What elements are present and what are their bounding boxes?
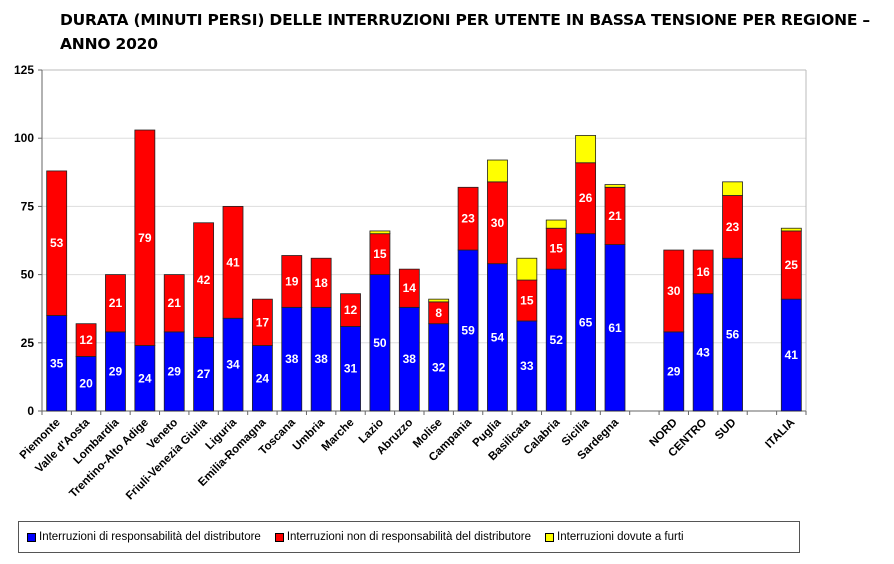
- data-label: 18: [314, 276, 328, 290]
- data-label: 38: [403, 352, 417, 366]
- bar-segment: [134, 129, 156, 346]
- data-label: 21: [608, 209, 622, 223]
- bar-segment: [281, 255, 303, 308]
- legend-label: Interruzioni non di responsabilità del d…: [286, 531, 532, 543]
- y-tick-label: 125: [14, 63, 34, 77]
- data-label: 43: [696, 345, 710, 359]
- legend: Interruzioni di responsabilità del distr…: [18, 521, 800, 553]
- data-label: 56: [726, 328, 740, 342]
- data-label: 27: [197, 367, 211, 381]
- data-label: 30: [491, 216, 505, 230]
- bar-segment: [222, 205, 244, 319]
- data-label: 79: [138, 231, 152, 245]
- data-label: 12: [344, 303, 358, 317]
- data-label: 38: [285, 352, 299, 366]
- data-label: 65: [579, 315, 593, 329]
- bar-segment: [340, 293, 361, 327]
- bar-segment: [575, 135, 597, 164]
- data-label: 23: [726, 220, 740, 234]
- y-tick-label: 75: [21, 199, 35, 213]
- bar-segment: [722, 181, 743, 196]
- data-label: 61: [608, 321, 622, 335]
- legend-label: Interruzioni dovute a furti: [557, 531, 684, 543]
- data-label: 14: [403, 281, 417, 295]
- bar-segment: [193, 222, 215, 338]
- data-label: 20: [79, 377, 93, 391]
- legend-item: Interruzioni di responsabilità del distr…: [27, 531, 261, 543]
- x-tick-label: Marche: [320, 417, 357, 454]
- data-label: 41: [785, 348, 799, 362]
- bar-segment: [604, 184, 626, 188]
- data-label: 15: [520, 294, 534, 308]
- data-label: 24: [138, 371, 152, 385]
- data-label: 53: [50, 236, 64, 250]
- data-label: 19: [285, 274, 299, 288]
- data-label: 12: [79, 333, 93, 347]
- data-label: 32: [432, 360, 446, 374]
- data-label: 38: [314, 352, 328, 366]
- bar-segment: [251, 298, 273, 346]
- bar-segment: [780, 227, 802, 232]
- y-tick-label: 0: [27, 404, 34, 418]
- bar-segment: [692, 249, 714, 295]
- data-label: 29: [168, 364, 182, 378]
- data-label: 21: [109, 296, 123, 310]
- legend-item: Interruzioni non di responsabilità del d…: [274, 531, 532, 543]
- x-tick-label: ITALIA: [763, 417, 797, 451]
- bar-segment: [516, 257, 538, 281]
- data-label: 24: [256, 371, 270, 385]
- bar-segment: [105, 274, 126, 333]
- bar-segment: [163, 274, 185, 333]
- data-label: 30: [667, 284, 681, 298]
- legend-swatch: [274, 532, 284, 542]
- bar-segment: [75, 323, 97, 357]
- data-label: 16: [696, 265, 710, 279]
- bar-segment: [545, 219, 567, 229]
- data-label: 8: [435, 306, 442, 320]
- legend-swatch: [545, 532, 555, 542]
- bar-segment: [398, 268, 420, 308]
- data-label: 34: [226, 358, 240, 372]
- data-label: 17: [256, 315, 270, 329]
- legend-item: Interruzioni dovute a furti: [545, 531, 684, 543]
- data-label: 35: [50, 356, 64, 370]
- bar-segment: [428, 298, 450, 303]
- data-label: 21: [168, 296, 182, 310]
- data-label: 25: [785, 258, 799, 272]
- bar-segment: [487, 159, 508, 183]
- bar-segment: [46, 170, 68, 316]
- data-label: 31: [344, 362, 358, 376]
- data-label: 15: [550, 242, 564, 256]
- data-label: 29: [109, 364, 123, 378]
- data-label: 52: [550, 333, 564, 347]
- legend-label: Interruzioni di responsabilità del distr…: [39, 531, 261, 543]
- data-label: 33: [520, 359, 534, 373]
- x-tick-label: SUD: [713, 417, 739, 443]
- data-label: 54: [491, 330, 505, 344]
- bar-segment: [457, 186, 479, 251]
- y-tick-label: 25: [21, 336, 35, 350]
- y-tick-label: 50: [21, 268, 35, 282]
- data-label: 26: [579, 191, 593, 205]
- data-label: 29: [667, 364, 681, 378]
- bar-segment: [369, 230, 391, 235]
- data-label: 41: [226, 255, 240, 269]
- bar-segment: [310, 257, 332, 308]
- data-label: 42: [197, 273, 211, 287]
- y-tick-label: 100: [14, 131, 34, 145]
- data-label: 50: [373, 336, 387, 350]
- data-label: 59: [461, 324, 475, 338]
- legend-swatch: [27, 532, 36, 542]
- data-label: 23: [461, 212, 475, 226]
- chart-title: DURATA (MINUTI PERSI) DELLE INTERRUZIONI…: [60, 11, 870, 53]
- data-label: 15: [373, 247, 387, 261]
- bar-segment: [663, 249, 685, 333]
